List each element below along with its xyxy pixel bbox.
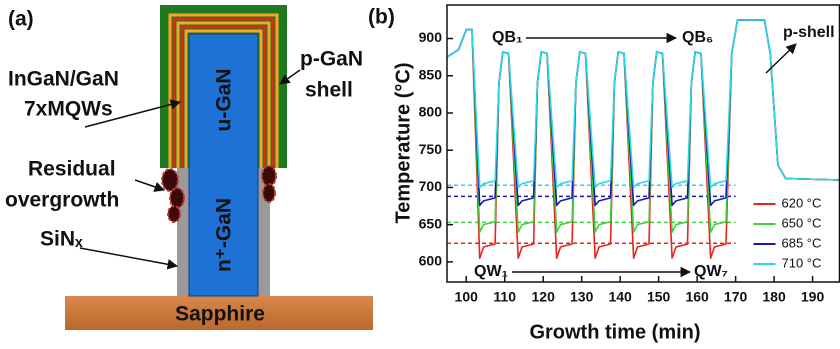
annotation: QB₁ — [492, 29, 523, 46]
residual-overgrowth — [161, 165, 277, 223]
mqw-label: InGaN/GaN — [8, 68, 119, 91]
pointer-arrows — [79, 69, 301, 270]
y-tick-label: 650 — [419, 215, 443, 231]
mqw-layers — [168, 13, 279, 168]
x-tick-label: 110 — [493, 289, 516, 305]
y-tick-label: 850 — [419, 66, 443, 82]
series-line — [447, 19, 840, 189]
x-tick-label: 190 — [801, 289, 825, 305]
y-tick-label: 700 — [419, 178, 443, 194]
annotation: QW₁ — [474, 263, 509, 280]
panel-a: (a) InGaN/GaN 7xMQWs p-GaN shell Residua… — [5, 5, 373, 330]
x-tick-label: 130 — [570, 289, 594, 305]
sinx-label: SiNₓ — [40, 228, 83, 251]
annotation: QB₆ — [682, 29, 713, 46]
x-axis-title: Growth time (min) — [529, 321, 700, 343]
legend-label: 620 °C — [782, 195, 822, 210]
y-tick-label: 600 — [419, 253, 443, 269]
legend-label: 650 °C — [782, 215, 822, 230]
y-tick-label: 750 — [419, 141, 443, 157]
x-tick-label: 140 — [608, 289, 632, 305]
mqw-label: 7xMQWs — [24, 98, 113, 121]
legend-label: 710 °C — [782, 255, 822, 270]
residual-label: overgrowth — [5, 189, 119, 212]
plot-area — [447, 19, 840, 259]
x-tick-label: 180 — [762, 289, 786, 305]
annotation: QW₇ — [694, 263, 728, 280]
panel-label: (b) — [368, 6, 395, 29]
substrate-label: Sapphire — [175, 303, 265, 326]
annotation: p-shell — [783, 24, 835, 41]
x-tick-label: 120 — [532, 289, 556, 305]
gan-core — [188, 33, 259, 297]
shell-label: p-GaN — [300, 48, 363, 71]
x-tick-label: 100 — [455, 289, 479, 305]
x-tick-label: 150 — [647, 289, 671, 305]
sapphire-substrate — [65, 296, 373, 330]
n-gan-label: n⁺-GaN — [213, 198, 236, 272]
legend-label: 685 °C — [782, 235, 822, 250]
panel-b: (b) Temperature (°C) Growth time (min) 100 1… — [368, 4, 840, 343]
residual-label: Residual — [28, 158, 116, 181]
x-tick-label: 170 — [724, 289, 748, 305]
y-tick-label: 800 — [419, 104, 443, 120]
series-line — [447, 19, 840, 207]
shell-label: shell — [305, 79, 353, 102]
x-tick-label: 160 — [685, 289, 709, 305]
annotation-arrow — [765, 43, 797, 74]
y-tick-label: 900 — [419, 29, 443, 45]
y-axis-title: Temperature (°C) — [392, 63, 414, 224]
u-gan-label: u-GaN — [213, 69, 236, 132]
panel-label: (a) — [8, 8, 34, 31]
